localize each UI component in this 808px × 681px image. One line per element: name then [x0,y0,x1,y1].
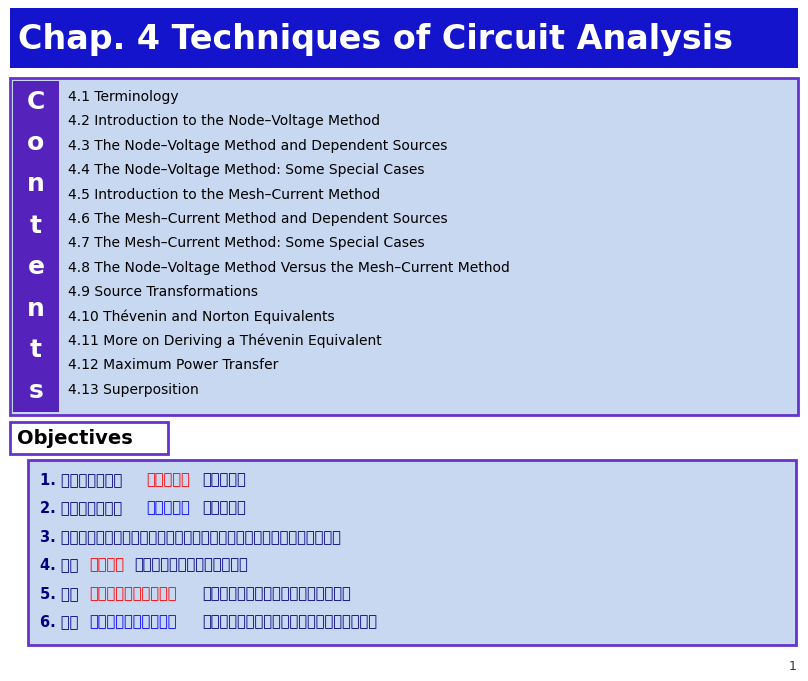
Text: 4.4 The Node–Voltage Method: Some Special Cases: 4.4 The Node–Voltage Method: Some Specia… [68,163,424,177]
Text: 電源轉換: 電源轉換 [90,557,124,573]
Text: Objectives: Objectives [17,428,133,447]
Text: 電阻負載最大功率轉移: 電阻負載最大功率轉移 [90,614,177,629]
Text: 節點電壓法: 節點電壓法 [146,472,190,487]
Text: 2. 了解並能夠使用: 2. 了解並能夠使用 [40,501,122,516]
Text: 4.8 The Node–Voltage Method Versus the Mesh–Current Method: 4.8 The Node–Voltage Method Versus the M… [68,261,510,274]
Text: 4.2 Introduction to the Node–Voltage Method: 4.2 Introduction to the Node–Voltage Met… [68,114,380,129]
Text: 4.1 Terminology: 4.1 Terminology [68,90,179,104]
Text: 4.6 The Mesh–Current Method and Dependent Sources: 4.6 The Mesh–Current Method and Dependen… [68,212,448,226]
Text: C: C [27,90,45,114]
Text: t: t [30,214,42,238]
Text: 4.13 Superposition: 4.13 Superposition [68,383,199,396]
Text: n: n [27,296,45,321]
Text: 之情況，並能計算満足此情況之負載電阻値。: 之情況，並能計算満足此情況之負載電阻値。 [203,614,377,629]
Text: 的觀念，並能针對電路建立等效電路。: 的觀念，並能针對電路建立等效電路。 [203,586,351,601]
FancyBboxPatch shape [10,8,798,68]
Text: 戴維寧和諾頓等效電路: 戴維寧和諾頓等效電路 [90,586,177,601]
Text: Chap. 4 Techniques of Circuit Analysis: Chap. 4 Techniques of Circuit Analysis [18,24,733,57]
Text: 1: 1 [789,660,797,673]
Text: 3. 對於特定電路能夠決定節點電壓法或網目電流法何者是較佳的求解方式。: 3. 對於特定電路能夠決定節點電壓法或網目電流法何者是較佳的求解方式。 [40,529,341,544]
Text: n: n [27,172,45,196]
Text: 4.5 Introduction to the Mesh–Current Method: 4.5 Introduction to the Mesh–Current Met… [68,187,381,202]
Text: 1. 了解並能夠使用: 1. 了解並能夠使用 [40,472,122,487]
Text: ，並能夠使用它來求解電路。: ，並能夠使用它來求解電路。 [135,557,248,573]
Text: 5. 了解: 5. 了解 [40,586,78,601]
Text: 4.11 More on Deriving a Thévenin Equivalent: 4.11 More on Deriving a Thévenin Equival… [68,334,381,349]
Text: 6. 了解: 6. 了解 [40,614,78,629]
Text: s: s [28,379,44,403]
Text: 4. 了解: 4. 了解 [40,557,78,573]
Text: 4.7 The Mesh–Current Method: Some Special Cases: 4.7 The Mesh–Current Method: Some Specia… [68,236,425,251]
FancyBboxPatch shape [28,460,796,645]
Text: 網目電流法: 網目電流法 [146,501,190,516]
Text: o: o [27,131,44,155]
Text: 4.12 Maximum Power Transfer: 4.12 Maximum Power Transfer [68,358,279,373]
FancyBboxPatch shape [10,78,798,415]
Text: e: e [27,255,44,279]
FancyBboxPatch shape [13,81,59,412]
Text: t: t [30,338,42,362]
Text: 4.9 Source Transformations: 4.9 Source Transformations [68,285,258,299]
FancyBboxPatch shape [10,422,168,454]
Text: 4.3 The Node–Voltage Method and Dependent Sources: 4.3 The Node–Voltage Method and Dependen… [68,139,448,153]
Text: 4.10 Thévenin and Norton Equivalents: 4.10 Thévenin and Norton Equivalents [68,309,335,324]
Text: 求解電路。: 求解電路。 [203,472,246,487]
Text: 求解電路。: 求解電路。 [203,501,246,516]
